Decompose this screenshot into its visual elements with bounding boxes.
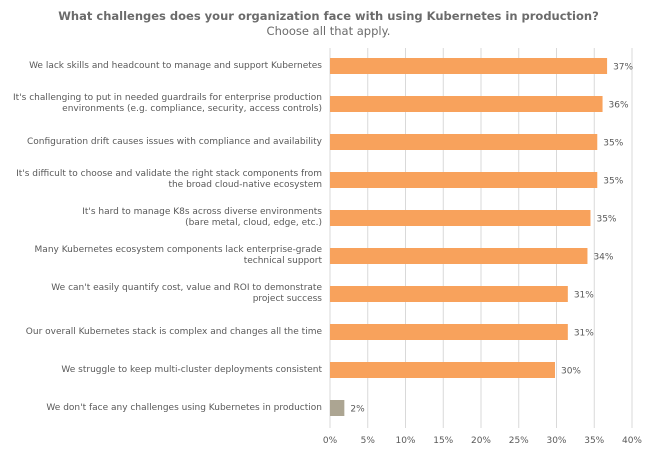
- bar: [330, 324, 568, 340]
- category-label: It's difficult to choose and validate th…: [2, 169, 322, 191]
- x-tick-label: 30%: [546, 436, 566, 446]
- chart-title: What challenges does your organization f…: [58, 9, 599, 23]
- category-label: We can't easily quantify cost, value and…: [2, 283, 322, 305]
- category-label: It's challenging to put in needed guardr…: [2, 93, 322, 115]
- x-tick-label: 0%: [323, 436, 338, 446]
- data-label: 35%: [596, 215, 616, 225]
- data-label: 31%: [574, 329, 594, 339]
- category-label-line: Our overall Kubernetes stack is complex …: [25, 326, 322, 337]
- bar: [330, 286, 568, 302]
- bar: [330, 96, 603, 112]
- data-label: 35%: [603, 139, 623, 149]
- category-label: We don't face any challenges using Kuber…: [2, 403, 322, 414]
- data-label: 36%: [609, 101, 629, 111]
- category-label-line: We struggle to keep multi-cluster deploy…: [61, 364, 322, 375]
- bar: [330, 58, 608, 74]
- category-label-line: We don't face any challenges using Kuber…: [46, 402, 322, 413]
- category-label: We lack skills and headcount to manage a…: [2, 61, 322, 72]
- x-tick-label: 40%: [622, 436, 642, 446]
- data-label: 31%: [574, 291, 594, 301]
- category-label-line: It's hard to manage K8s across diverse e…: [82, 207, 322, 217]
- data-label: 35%: [603, 177, 623, 187]
- category-label: It's hard to manage K8s across diverse e…: [2, 207, 322, 229]
- bar: [330, 172, 598, 188]
- category-label-line: It's difficult to choose and validate th…: [16, 169, 322, 179]
- category-label-line: It's challenging to put in needed guardr…: [12, 93, 322, 103]
- x-tick-label: 5%: [361, 436, 376, 446]
- category-label-line: Many Kubernetes ecosystem components lac…: [34, 245, 322, 255]
- bar: [330, 400, 345, 416]
- x-tick-label: 35%: [584, 436, 604, 446]
- category-label: Many Kubernetes ecosystem components lac…: [2, 245, 322, 267]
- x-tick-label: 15%: [433, 436, 453, 446]
- category-label: Configuration drift causes issues with c…: [2, 137, 322, 148]
- bar: [330, 210, 591, 226]
- category-label: We struggle to keep multi-cluster deploy…: [2, 365, 322, 376]
- category-label-line: technical support: [243, 256, 322, 266]
- data-label: 2%: [350, 405, 365, 415]
- category-label-line: We can't easily quantify cost, value and…: [51, 283, 322, 293]
- x-tick-label: 20%: [471, 436, 491, 446]
- data-label: 34%: [593, 253, 613, 263]
- category-label-line: (bare metal, cloud, edge, etc.): [185, 218, 322, 228]
- x-tick-label: 10%: [395, 436, 415, 446]
- category-label-line: project success: [252, 294, 322, 304]
- chart-subtitle: Choose all that apply.: [266, 24, 391, 38]
- data-label: 37%: [613, 63, 633, 73]
- data-label: 30%: [561, 367, 581, 377]
- category-label-line: the broad cloud-native ecosystem: [168, 180, 322, 190]
- bar: [330, 134, 598, 150]
- category-label-line: environments (e.g. compliance, security,…: [62, 104, 322, 114]
- bar: [330, 362, 555, 378]
- category-label: Our overall Kubernetes stack is complex …: [2, 327, 322, 338]
- category-label-line: Configuration drift causes issues with c…: [26, 136, 322, 147]
- bar: [330, 248, 588, 264]
- category-label-line: We lack skills and headcount to manage a…: [29, 60, 322, 71]
- x-tick-label: 25%: [509, 436, 529, 446]
